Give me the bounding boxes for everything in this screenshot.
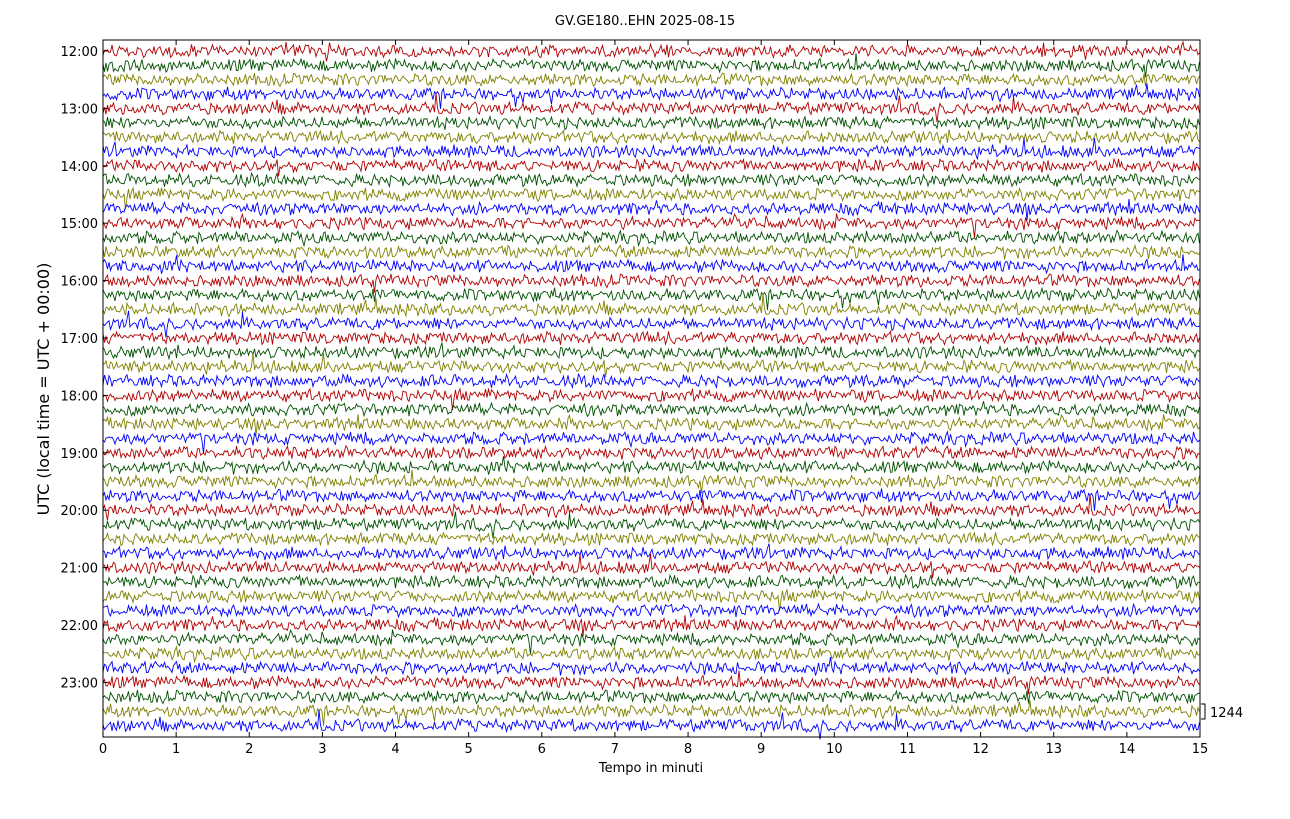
x-tick-label: 4 — [391, 742, 399, 757]
trace-line — [102, 413, 1200, 436]
trace-line — [102, 543, 1200, 562]
trace-line — [102, 700, 1200, 727]
trace-line — [102, 330, 1200, 347]
trace-line — [102, 401, 1200, 418]
x-tick-label: 10 — [826, 742, 843, 757]
trace-line — [102, 444, 1200, 461]
y-tick-label: 18:00 — [61, 389, 98, 404]
trace-line — [102, 286, 1200, 310]
y-tick-label: 15:00 — [61, 217, 98, 232]
trace-line — [102, 554, 1200, 579]
trace-line — [102, 254, 1200, 275]
y-tick-label: 19:00 — [61, 447, 98, 462]
y-tick-label: 16:00 — [61, 275, 98, 290]
x-tick-label: 8 — [684, 742, 692, 757]
trace-line — [102, 229, 1200, 248]
trace-line — [102, 629, 1200, 655]
x-axis-label: Tempo in minuti — [598, 761, 703, 776]
x-tick-label: 15 — [1192, 742, 1209, 757]
trace-line — [102, 602, 1200, 619]
trace-line — [102, 614, 1200, 637]
x-tick-label: 3 — [318, 742, 326, 757]
x-tick-label: 2 — [245, 742, 253, 757]
scale-bracket — [1201, 703, 1206, 720]
y-axis-label: UTC (local time = UTC + 00:00) — [34, 263, 53, 516]
trace-line — [102, 293, 1200, 318]
trace-line — [102, 645, 1200, 664]
trace-line — [102, 670, 1200, 695]
trace-line — [102, 273, 1200, 293]
x-tick-label: 11 — [899, 742, 916, 757]
trace-line — [102, 92, 1200, 123]
trace-group — [102, 40, 1200, 740]
trace-line — [102, 72, 1200, 88]
x-tick-label: 0 — [99, 742, 107, 757]
trace-line — [102, 137, 1200, 160]
x-tick-label: 1 — [172, 742, 180, 757]
x-axis: 0 1 2 3 4 5 6 7 8 9 10 11 12 13 14 15 — [99, 40, 1208, 757]
x-tick-label: 9 — [757, 742, 765, 757]
trace-line — [102, 430, 1200, 454]
trace-line — [102, 511, 1200, 539]
trace-line — [102, 171, 1200, 189]
y-tick-label: 23:00 — [61, 676, 98, 691]
trace-line — [102, 157, 1200, 177]
x-tick-label: 14 — [1119, 742, 1136, 757]
trace-line — [102, 456, 1200, 475]
trace-line — [102, 494, 1200, 521]
trace-line — [102, 83, 1200, 110]
x-tick-label: 13 — [1045, 742, 1062, 757]
x-tick-label: 5 — [465, 742, 473, 757]
trace-line — [102, 114, 1200, 131]
amplitude-scale: 1244 — [1201, 703, 1243, 721]
trace-line — [102, 353, 1200, 378]
trace-line — [102, 40, 1200, 62]
trace-line — [102, 186, 1200, 210]
y-tick-label: 17:00 — [61, 332, 98, 347]
y-tick-label: 13:00 — [61, 102, 98, 117]
trace-line — [102, 199, 1200, 221]
trace-line — [102, 689, 1200, 705]
trace-line — [102, 709, 1200, 740]
chart-title: GV.GE180..EHN 2025-08-15 — [555, 14, 735, 29]
y-tick-label: 14:00 — [61, 160, 98, 175]
trace-line — [102, 531, 1200, 547]
trace-line — [102, 372, 1200, 389]
scale-label: 1244 — [1210, 706, 1243, 721]
trace-line — [102, 129, 1200, 146]
trace-line — [102, 342, 1200, 361]
trace-line — [103, 573, 1200, 590]
x-tick-label: 6 — [538, 742, 546, 757]
y-axis: 12:00 13:00 14:00 15:00 16:00 17:00 18:00 19:00… — [61, 45, 108, 691]
x-tick-label: 12 — [972, 742, 989, 757]
trace-line — [102, 488, 1200, 511]
y-tick-label: 12:00 — [61, 45, 98, 60]
trace-line — [102, 657, 1200, 676]
trace-line — [102, 243, 1200, 260]
trace-line — [102, 588, 1200, 612]
y-tick-label: 22:00 — [61, 619, 98, 634]
plot-frame — [102, 39, 1201, 738]
trace-line — [102, 53, 1200, 78]
trace-line — [102, 469, 1200, 494]
trace-line — [102, 310, 1200, 338]
y-tick-label: 20:00 — [61, 504, 98, 519]
y-tick-label: 21:00 — [61, 562, 98, 577]
trace-line — [102, 387, 1200, 411]
x-tick-label: 7 — [611, 742, 619, 757]
trace-line — [102, 212, 1200, 239]
